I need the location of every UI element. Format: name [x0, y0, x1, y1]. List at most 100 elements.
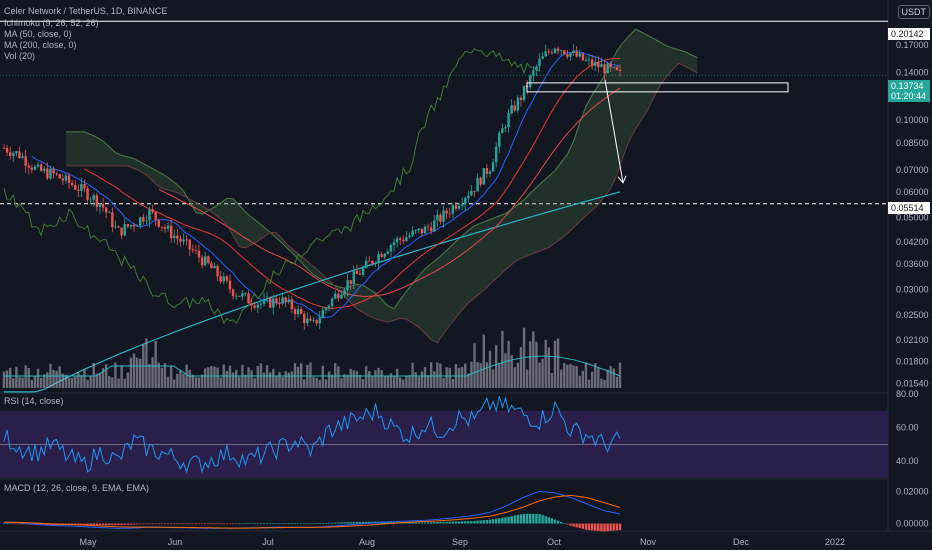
candle [80, 177, 83, 198]
volume-bar [210, 366, 213, 388]
candle [39, 162, 43, 172]
macd-histogram-bar [204, 523, 207, 525]
candle [371, 260, 374, 266]
candle-body [498, 133, 501, 147]
volume-bar [101, 368, 105, 388]
volume-bar [433, 371, 436, 388]
macd-histogram-bar [587, 523, 591, 531]
candle-body [247, 293, 250, 304]
volume-bar [188, 369, 191, 388]
candle [501, 123, 504, 134]
candle-body [216, 265, 219, 277]
macd-histogram-bar [467, 521, 470, 524]
candle-body [145, 220, 148, 222]
macd-histogram-bar [111, 523, 114, 526]
candle [55, 172, 58, 176]
candle-body [392, 242, 396, 246]
candle [433, 214, 436, 232]
candle-body [587, 59, 591, 61]
candle [454, 202, 458, 212]
candle-body [414, 230, 417, 231]
volume-bar [154, 340, 157, 388]
volume-bar [36, 368, 40, 388]
candle [58, 173, 61, 179]
candle-body [433, 220, 436, 232]
volume-bar [590, 371, 594, 388]
macd-histogram-bar [315, 523, 318, 524]
candle-body [399, 238, 402, 240]
volume-bar [272, 368, 275, 388]
candle [222, 272, 225, 285]
candle [315, 319, 318, 326]
volume-bar [275, 375, 278, 388]
rsi-axis-tick: 60.00 [896, 423, 919, 433]
candle-body [364, 260, 368, 268]
volume-bar [383, 375, 386, 388]
candle-body [448, 213, 451, 215]
volume-bar [597, 368, 600, 388]
candle [104, 206, 108, 219]
candle [27, 162, 30, 175]
candle [482, 167, 485, 185]
volume-bar [262, 372, 266, 388]
candle-body [321, 310, 325, 318]
volume-bar [324, 379, 328, 388]
candle-body [200, 257, 204, 266]
macd-histogram-bar [135, 523, 139, 525]
candle [21, 152, 24, 160]
price-axis-tick: 0.02100 [896, 335, 929, 345]
macd-histogram-bar [352, 522, 355, 524]
volume-bar [148, 364, 151, 388]
candle-body [343, 290, 346, 295]
candle-body [30, 167, 34, 170]
time-axis-tick: Jun [168, 537, 183, 547]
candle [550, 49, 554, 55]
macd-histogram-bar [256, 523, 260, 524]
candle-body [312, 319, 315, 321]
candle-body [538, 58, 541, 67]
candle-body [117, 226, 120, 228]
macd-histogram-bar [312, 523, 315, 525]
candle [213, 262, 216, 269]
currency-button[interactable]: USDT [897, 5, 930, 19]
volume-bar [488, 350, 492, 388]
macd-histogram-bar [43, 523, 46, 525]
candle [460, 197, 464, 211]
candle [126, 223, 130, 229]
candle-body [61, 178, 65, 181]
indicator-ma50-label: MA (50, close, 0) [4, 29, 72, 39]
volume-bar [244, 374, 247, 388]
candle [306, 312, 309, 327]
candle [244, 292, 247, 297]
candle-body [324, 307, 328, 311]
candle-body [67, 175, 71, 183]
time-axis-tick: Dec [733, 537, 750, 547]
macd-histogram-bar [228, 523, 232, 525]
candle [176, 228, 179, 245]
volume-bar [46, 372, 49, 388]
candle-body [380, 254, 383, 258]
volume-bar [86, 379, 89, 388]
indicator-ma200-label: MA (200, close, 0) [4, 40, 77, 50]
candle [135, 224, 139, 227]
candle-body [163, 227, 167, 229]
volume-bar [563, 363, 566, 388]
candle [575, 46, 578, 58]
macd-histogram-bar [272, 523, 275, 524]
macd-histogram-bar [476, 520, 479, 524]
candle [538, 53, 541, 72]
volume-bar [306, 365, 309, 388]
candle [414, 229, 417, 234]
macd-histogram-bar [176, 523, 179, 525]
volume-bar [318, 379, 321, 388]
volume-bar [104, 364, 108, 388]
volume-bar [108, 376, 111, 388]
macd-histogram-bar [80, 523, 83, 526]
candle-body [179, 238, 182, 242]
macd-histogram-bar [451, 521, 455, 524]
volume-bar [265, 365, 269, 388]
volume-bar [132, 353, 136, 388]
candle-body [253, 305, 256, 308]
candle-body [541, 56, 544, 59]
